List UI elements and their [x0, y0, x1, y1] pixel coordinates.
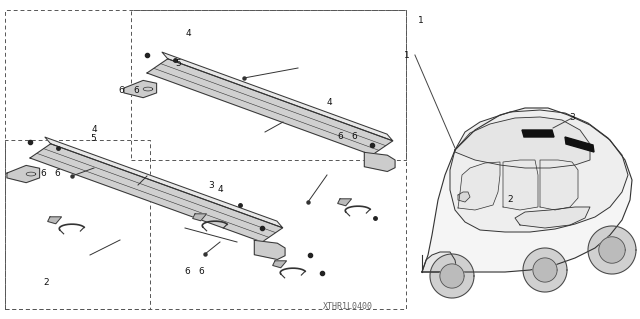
Polygon shape [523, 248, 567, 292]
Text: 6: 6 [184, 267, 189, 276]
Polygon shape [515, 207, 590, 228]
Text: 1: 1 [404, 50, 410, 60]
Polygon shape [30, 144, 283, 242]
Text: 5: 5 [175, 59, 180, 68]
Polygon shape [48, 217, 61, 224]
Polygon shape [450, 110, 628, 232]
Polygon shape [147, 59, 393, 155]
Polygon shape [422, 108, 632, 272]
Text: 4: 4 [92, 125, 97, 134]
Text: 1: 1 [419, 16, 424, 25]
Text: 4: 4 [218, 185, 223, 194]
Text: 6: 6 [134, 86, 139, 95]
Polygon shape [599, 237, 625, 263]
Text: 4: 4 [327, 98, 332, 107]
Text: 5: 5 [90, 134, 95, 143]
Polygon shape [440, 264, 464, 288]
Polygon shape [458, 162, 500, 210]
Polygon shape [588, 226, 636, 274]
Polygon shape [273, 261, 287, 268]
Polygon shape [455, 117, 590, 168]
Polygon shape [364, 152, 395, 172]
Polygon shape [422, 252, 457, 272]
Polygon shape [522, 130, 554, 137]
Text: 6: 6 [199, 267, 204, 276]
Polygon shape [124, 80, 157, 98]
Text: 6: 6 [55, 169, 60, 178]
Text: 6: 6 [118, 86, 124, 95]
Polygon shape [533, 258, 557, 282]
Text: 2: 2 [507, 196, 513, 204]
Polygon shape [45, 137, 283, 228]
Text: 3: 3 [209, 181, 214, 189]
Polygon shape [193, 214, 207, 221]
Text: 6: 6 [337, 132, 342, 141]
Polygon shape [7, 166, 40, 183]
Polygon shape [565, 137, 594, 152]
Polygon shape [162, 52, 393, 141]
Text: XTHR1L0400: XTHR1L0400 [323, 302, 372, 311]
Text: 4: 4 [186, 29, 191, 38]
Polygon shape [254, 240, 285, 259]
Text: 3: 3 [569, 114, 575, 122]
Text: 6: 6 [351, 132, 356, 141]
Polygon shape [503, 160, 538, 210]
Text: 2: 2 [44, 278, 49, 287]
Text: 6: 6 [41, 169, 46, 178]
Polygon shape [540, 160, 578, 210]
Polygon shape [430, 254, 474, 298]
Polygon shape [338, 199, 351, 206]
Polygon shape [458, 192, 470, 202]
